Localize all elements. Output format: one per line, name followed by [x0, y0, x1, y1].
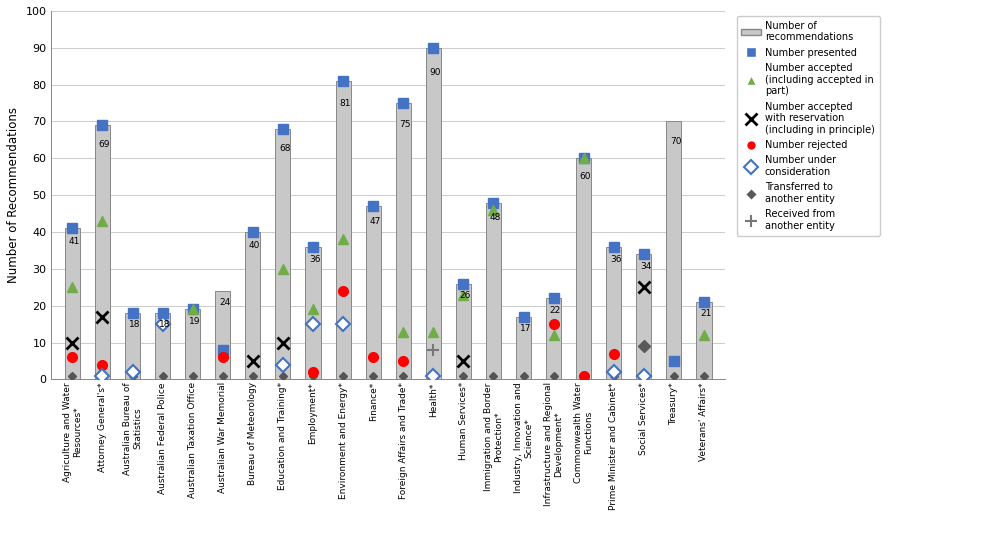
Text: 69: 69 [99, 141, 110, 150]
Text: 75: 75 [400, 119, 411, 129]
Bar [486, 203, 500, 379]
Y-axis label: Number of Recommendations: Number of Recommendations [7, 107, 20, 283]
Text: 47: 47 [370, 217, 381, 225]
Bar [246, 232, 261, 379]
Bar [276, 129, 290, 379]
Bar [636, 254, 652, 379]
Bar [426, 48, 441, 379]
Bar [516, 317, 531, 379]
Text: 40: 40 [249, 241, 261, 250]
Bar [155, 313, 170, 379]
Text: 81: 81 [339, 99, 350, 108]
Text: 18: 18 [159, 320, 170, 329]
Bar [305, 247, 320, 379]
Text: 22: 22 [550, 306, 561, 315]
Bar [95, 125, 110, 379]
Bar [64, 228, 80, 379]
Bar [335, 81, 350, 379]
Bar [576, 158, 591, 379]
Text: 36: 36 [610, 255, 621, 264]
Bar [366, 206, 381, 379]
Text: 26: 26 [459, 291, 471, 300]
Text: 36: 36 [309, 255, 320, 264]
Bar [697, 302, 712, 379]
Legend: Number of
recommendations, Number presented, Number accepted
(including accepted: Number of recommendations, Number presen… [737, 16, 879, 236]
Text: 21: 21 [700, 310, 712, 319]
Bar [185, 310, 200, 379]
Bar [606, 247, 621, 379]
Text: 19: 19 [188, 317, 200, 326]
Text: 34: 34 [639, 262, 652, 271]
Text: 70: 70 [670, 137, 682, 146]
Text: 68: 68 [279, 144, 291, 153]
Bar [546, 299, 561, 379]
Bar [215, 291, 231, 379]
Text: 90: 90 [429, 68, 441, 76]
Text: 17: 17 [520, 324, 531, 333]
Bar [456, 283, 471, 379]
Text: 60: 60 [580, 172, 591, 181]
Text: 18: 18 [129, 320, 140, 329]
Text: 24: 24 [219, 299, 231, 307]
Text: 41: 41 [68, 237, 80, 247]
Bar [667, 122, 682, 379]
Bar [396, 103, 411, 379]
Bar [125, 313, 140, 379]
Text: 48: 48 [489, 213, 500, 222]
